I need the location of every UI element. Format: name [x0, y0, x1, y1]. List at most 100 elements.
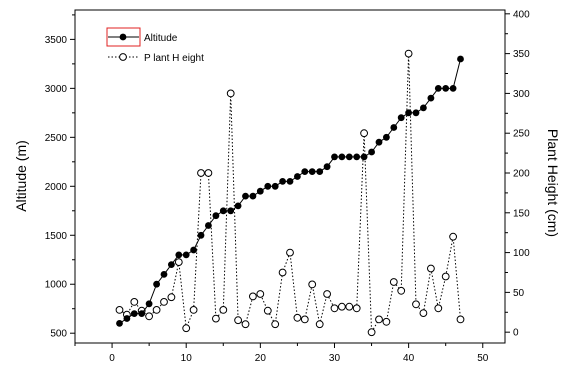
left-y-axis-title: Altitude (m)	[13, 140, 29, 212]
legend: Altitude P lant H eight	[106, 27, 204, 64]
altitude-point	[182, 251, 190, 259]
altitude-point	[271, 182, 279, 190]
altitude-point	[397, 114, 405, 122]
altitude-point	[294, 173, 301, 180]
plant-height-point	[367, 328, 376, 337]
right-y-tick-label: 200	[513, 168, 530, 179]
plant-height-point	[323, 290, 332, 298]
right-y-axis: 0 50 100 150 200 250 300 350 400	[505, 9, 530, 339]
right-y-tick-label: 100	[513, 248, 530, 259]
plant-height-point	[145, 312, 154, 321]
left-y-tick-label: 1500	[45, 231, 68, 242]
plant-height-point	[182, 324, 191, 333]
left-y-tick-label: 1000	[45, 280, 68, 291]
altitude-point	[434, 85, 442, 92]
altitude-point	[242, 192, 249, 200]
plant-height-point	[427, 264, 435, 273]
right-y-tick-label: 50	[513, 288, 525, 299]
altitude-point	[308, 168, 316, 176]
plant-height-point	[189, 306, 198, 314]
altitude-point	[301, 168, 309, 176]
plant-height-point	[249, 292, 257, 301]
altitude-point	[323, 163, 331, 171]
plant-height-point	[256, 290, 265, 298]
altitude-point	[405, 109, 412, 117]
right-y-tick-label: 250	[513, 129, 530, 140]
altitude-point	[256, 187, 264, 195]
plant-height-point	[404, 49, 413, 58]
legend-plant-height-marker	[119, 53, 127, 61]
altitude-point	[197, 231, 205, 239]
plant-height-point	[382, 317, 391, 326]
x-tick-label: 30	[329, 353, 341, 364]
right-y-tick-label: 400	[513, 9, 530, 20]
legend-altitude-marker	[119, 33, 127, 41]
left-y-tick-label: 2500	[45, 133, 68, 144]
altitude-point	[190, 246, 198, 254]
altitude-point	[442, 85, 450, 92]
plant-height-point	[174, 258, 183, 267]
plant-height-point	[130, 298, 139, 306]
plant-height-point	[389, 278, 398, 286]
x-tick-label: 40	[403, 353, 415, 364]
plant-height-line	[119, 53, 461, 334]
plant-height-point	[456, 315, 465, 324]
altitude-point	[286, 178, 294, 185]
left-y-tick-label: 500	[50, 329, 67, 340]
plant-height-point	[360, 129, 369, 138]
series-layer	[115, 49, 465, 337]
right-y-tick-label: 300	[513, 89, 530, 100]
altitude-point	[145, 300, 153, 308]
plant-height-point	[160, 298, 168, 306]
plot-frame	[74, 9, 506, 344]
plant-height-point	[375, 315, 383, 324]
altitude-point	[168, 261, 175, 268]
plant-height-point	[441, 272, 450, 281]
altitude-point	[249, 192, 257, 200]
x-tick-label: 10	[181, 353, 193, 364]
altitude-point	[130, 310, 138, 317]
altitude-point	[116, 320, 123, 327]
right-y-tick-label: 350	[513, 49, 530, 60]
altitude-point	[234, 202, 242, 210]
plant-height-point	[315, 320, 324, 329]
plant-height-point	[345, 302, 354, 311]
plant-height-point	[330, 304, 339, 313]
plant-height-point	[204, 169, 213, 177]
plant-height-point	[226, 89, 235, 98]
plant-height-point	[197, 169, 205, 177]
x-axis: 0 10 20 30 40 50	[74, 343, 489, 364]
altitude-point	[390, 124, 398, 131]
x-tick-label: 50	[477, 353, 489, 364]
altitude-point	[227, 207, 235, 215]
altitude-point	[279, 178, 286, 185]
altitude-point	[449, 85, 457, 92]
altitude-point	[345, 153, 353, 161]
plant-height-point	[278, 268, 287, 277]
altitude-point	[175, 251, 183, 259]
plant-height-point	[300, 315, 309, 324]
altitude-point	[331, 153, 338, 161]
plant-height-point	[434, 304, 443, 313]
plant-height-point	[352, 304, 361, 313]
plant-height-point	[152, 306, 161, 314]
right-y-tick-label: 150	[513, 208, 530, 219]
x-tick-label: 0	[109, 353, 115, 364]
plant-height-point	[449, 232, 458, 241]
altitude-point	[264, 182, 272, 190]
plant-height-point	[115, 306, 124, 314]
plant-height-point	[167, 293, 176, 302]
legend-highlight-box	[106, 27, 141, 47]
altitude-point	[153, 280, 161, 288]
left-y-tick-label: 2000	[45, 182, 68, 193]
x-tick-label: 20	[255, 353, 267, 364]
plant-height-point	[212, 314, 220, 323]
altitude-point	[368, 148, 375, 156]
plant-height-point	[293, 313, 302, 322]
altitude-point	[360, 153, 368, 161]
altitude-line	[119, 58, 461, 324]
plant-height-point	[241, 320, 250, 329]
altitude-point	[160, 271, 168, 278]
plant-height-point	[412, 300, 420, 309]
